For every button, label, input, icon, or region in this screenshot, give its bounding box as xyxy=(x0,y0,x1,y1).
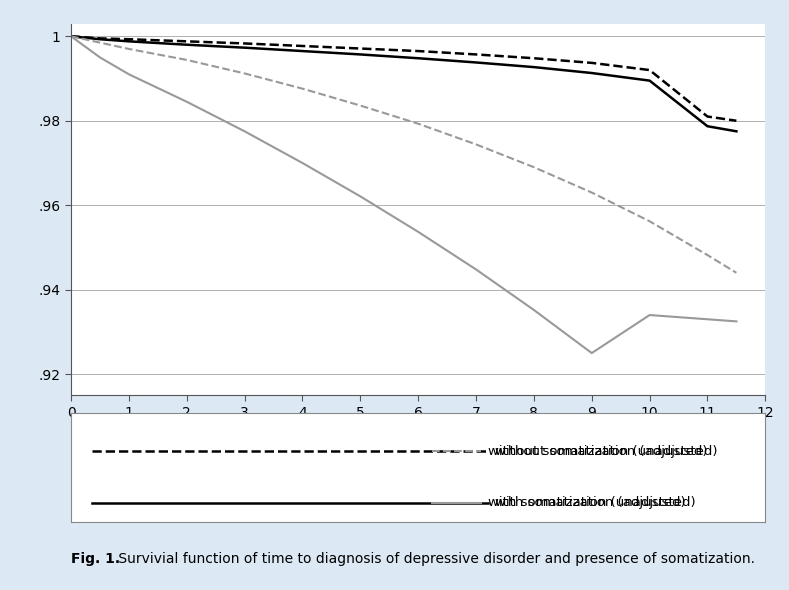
Text: with somatization (unadjusted): with somatization (unadjusted) xyxy=(488,496,695,509)
Text: Fig. 1.: Fig. 1. xyxy=(71,552,120,566)
X-axis label: Survival time (years): Survival time (years) xyxy=(338,425,498,440)
Text: Survivial function of time to diagnosis of depressive disorder and presence of s: Survivial function of time to diagnosis … xyxy=(114,552,755,566)
Text: without somatization (unadjusted): without somatization (unadjusted) xyxy=(488,445,717,458)
Text: without somatization (adjusted): without somatization (adjusted) xyxy=(495,445,707,458)
Text: with somatization (adjusted): with somatization (adjusted) xyxy=(495,496,685,509)
